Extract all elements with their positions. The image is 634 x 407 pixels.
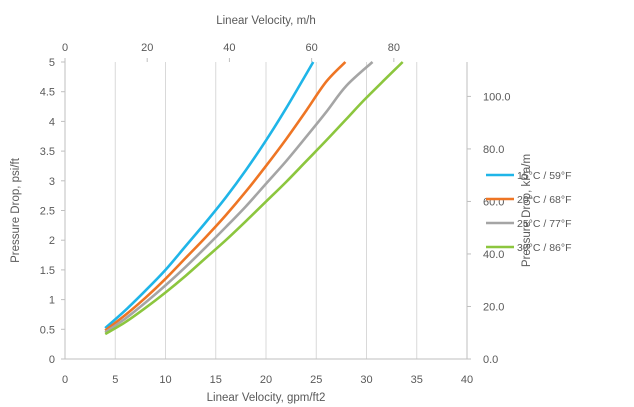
right-tick-label: 80.0 bbox=[483, 144, 504, 156]
axis-titles: Linear Velocity, gpm/ft2 Linear Velocity… bbox=[10, 15, 533, 404]
x-tick-label: 15 bbox=[210, 374, 222, 386]
legend-label: 15°C / 59°F bbox=[517, 170, 572, 182]
legend-label: 30°C / 86°F bbox=[517, 242, 572, 254]
series-line-25-c-77-f bbox=[104, 61, 374, 334]
y-tick-label: 3.5 bbox=[40, 146, 55, 158]
x-axis-title: Linear Velocity, gpm/ft2 bbox=[207, 392, 326, 404]
right-tick-label: 100.0 bbox=[483, 91, 511, 103]
y-tick-label: 2.5 bbox=[40, 206, 55, 218]
right-tick-label: 20.0 bbox=[483, 301, 504, 313]
plot-area bbox=[104, 61, 404, 336]
legend: 15°C / 59°F 20°C / 68°F 25°C / 77°F 30°C / … bbox=[486, 170, 572, 254]
series-line-15-c-59-f bbox=[104, 61, 315, 330]
y-tick-label: 1.5 bbox=[40, 265, 55, 277]
x-tick-label: 35 bbox=[411, 374, 423, 386]
series-line-20-c-68-f bbox=[104, 61, 347, 332]
top-tick-label: 20 bbox=[141, 42, 153, 54]
legend-label: 25°C / 77°F bbox=[517, 218, 572, 230]
series-line-30-c-86-f bbox=[104, 61, 404, 336]
right-tick-label: 0.0 bbox=[483, 354, 498, 366]
y-tick-label: 1 bbox=[49, 295, 55, 307]
top-axis-title: Linear Velocity, m/h bbox=[216, 15, 316, 27]
top-tick-label: 40 bbox=[223, 42, 235, 54]
x-tick-label: 25 bbox=[310, 374, 322, 386]
right-axis-title: Pressure Drop, kPa/m bbox=[521, 154, 533, 267]
tick-labels: 0 5 10 15 20 25 30 35 400 20 40 60 8000.511.522.533.… bbox=[40, 42, 511, 386]
right-tick-label: 40.0 bbox=[483, 249, 504, 261]
top-tick-label: 0 bbox=[62, 42, 68, 54]
x-tick-label: 5 bbox=[112, 374, 118, 386]
x-tick-label: 40 bbox=[461, 374, 473, 386]
top-tick-label: 60 bbox=[306, 42, 318, 54]
y-tick-label: 4.5 bbox=[40, 87, 55, 99]
gridlines bbox=[114, 62, 468, 359]
y-axis-title: Pressure Drop, psi/ft bbox=[10, 157, 22, 263]
y-tick-label: 4 bbox=[49, 116, 55, 128]
legend-label: 20°C / 68°F bbox=[517, 194, 572, 206]
y-tick-label: 2 bbox=[49, 235, 55, 247]
x-tick-label: 30 bbox=[360, 374, 372, 386]
x-tick-label: 20 bbox=[260, 374, 272, 386]
x-tick-label: 10 bbox=[159, 374, 171, 386]
y-tick-label: 3 bbox=[49, 176, 55, 188]
top-tick-label: 80 bbox=[388, 42, 400, 54]
y-tick-label: 0 bbox=[49, 354, 55, 366]
y-tick-label: 5 bbox=[49, 57, 55, 69]
x-tick-label: 0 bbox=[62, 374, 68, 386]
y-tick-label: 0.5 bbox=[40, 324, 55, 336]
